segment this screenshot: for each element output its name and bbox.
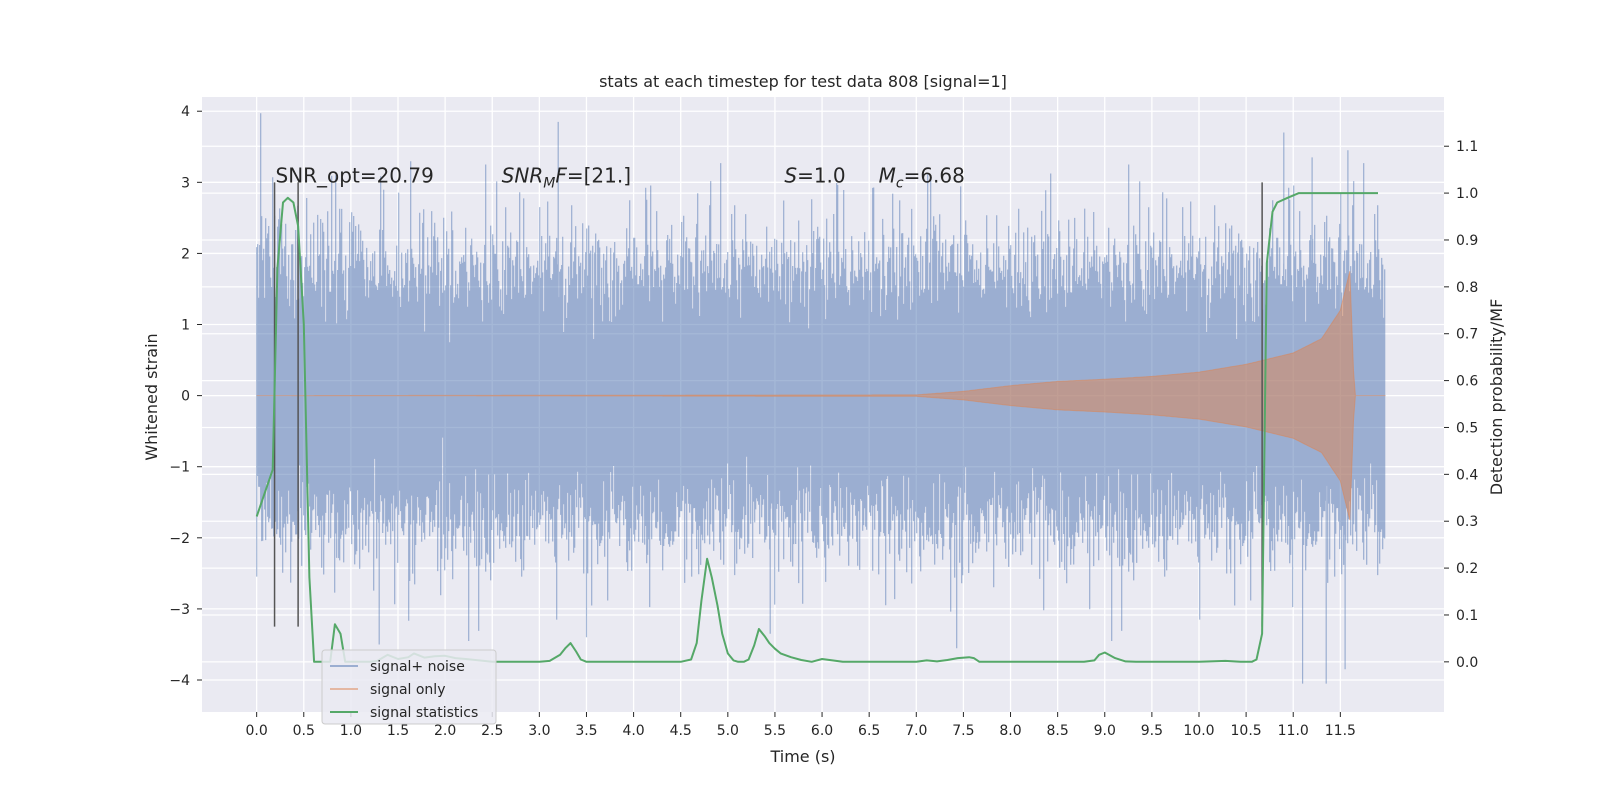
x-tick-label: 11.5	[1325, 723, 1356, 739]
legend-box	[321, 649, 497, 725]
x-tick-label: 4.0	[622, 723, 644, 739]
x-tick-label: 2.0	[434, 723, 456, 739]
x-tick-label: 0.5	[293, 723, 315, 739]
y-tick-label: 3	[181, 175, 190, 191]
annotation-s: S=1.0	[784, 163, 845, 187]
x-tick-label: 2.5	[481, 723, 503, 739]
x-tick-label: 10.0	[1183, 723, 1214, 739]
y-tick-label: 2	[181, 246, 190, 262]
x-tick-label: 0.0	[246, 723, 268, 739]
legend-entry: signal only	[370, 682, 445, 698]
x-tick-label: 9.5	[1141, 723, 1163, 739]
x-tick-label: 1.5	[387, 723, 409, 739]
legend-entry: signal statistics	[370, 705, 478, 721]
y2-tick-label: 0.4	[1456, 467, 1478, 483]
x-tick-label: 11.0	[1278, 723, 1309, 739]
x-tick-label: 4.5	[670, 723, 692, 739]
annotation-snr-opt: SNR_opt=20.79	[276, 163, 434, 187]
y2-tick-label: 1.0	[1456, 186, 1478, 202]
y-tick-label: 4	[181, 104, 190, 120]
y2-tick-label: 0.1	[1456, 608, 1478, 624]
y2-tick-label: 0.5	[1456, 420, 1478, 436]
x-tick-label: 9.0	[1094, 723, 1116, 739]
x-tick-label: 5.0	[717, 723, 739, 739]
y-tick-label: −4	[169, 673, 190, 689]
y-tick-label: 0	[181, 389, 190, 405]
annotation-snr-mf: SNRMF=[21.]	[502, 163, 631, 191]
x-tick-label: 3.0	[528, 723, 550, 739]
x-tick-label: 10.5	[1231, 723, 1262, 739]
x-tick-label: 6.5	[858, 723, 880, 739]
signal-only-line	[256, 271, 1386, 521]
y2-tick-label: 0.6	[1456, 374, 1478, 390]
x-tick-label: 7.0	[905, 723, 927, 739]
x-tick-label: 1.0	[340, 723, 362, 739]
x-tick-label: 8.5	[1047, 723, 1069, 739]
y2-tick-label: 0.7	[1456, 327, 1478, 343]
x-tick-label: 6.0	[811, 723, 833, 739]
x-tick-label: 5.5	[764, 723, 786, 739]
chart-title: stats at each timestep for test data 808…	[599, 72, 1007, 91]
annotation-mc: Mc=6.68	[879, 163, 965, 191]
axis-ticks: 0.0 0.5 1.0 1.5 2.0 2.5 3.0 3.5 4.0 4.5 5.0 5.5 6.0 6…	[169, 104, 1478, 739]
y2-tick-label: 0.2	[1456, 561, 1478, 577]
y2-tick-label: 0.3	[1456, 514, 1478, 530]
y2-tick-label: 0.0	[1456, 655, 1478, 671]
x-tick-label: 7.5	[952, 723, 974, 739]
y2-tick-label: 0.8	[1456, 280, 1478, 296]
x-tick-label: 8.0	[999, 723, 1021, 739]
annotations: SNR_opt=20.79 SNRMF=[21.] S=1.0 Mc=6.68	[276, 163, 965, 191]
x-tick-label: 3.5	[575, 723, 597, 739]
y2-tick-label: 1.1	[1456, 139, 1478, 155]
legend: signal+ noise signal only signal statistic…	[321, 649, 497, 725]
y-tick-label: −3	[169, 602, 190, 618]
signal-only-series	[256, 271, 1386, 521]
y-tick-label: −2	[169, 531, 190, 547]
y-tick-label: −1	[169, 460, 190, 476]
y2-axis-label: Detection probability/MF	[1487, 299, 1506, 496]
legend-entry: signal+ noise	[370, 659, 465, 675]
x-axis-label: Time (s)	[769, 747, 835, 766]
y2-tick-label: 0.9	[1456, 233, 1478, 249]
y-tick-label: 1	[181, 318, 190, 334]
y-axis-label: Whitened strain	[142, 333, 161, 460]
